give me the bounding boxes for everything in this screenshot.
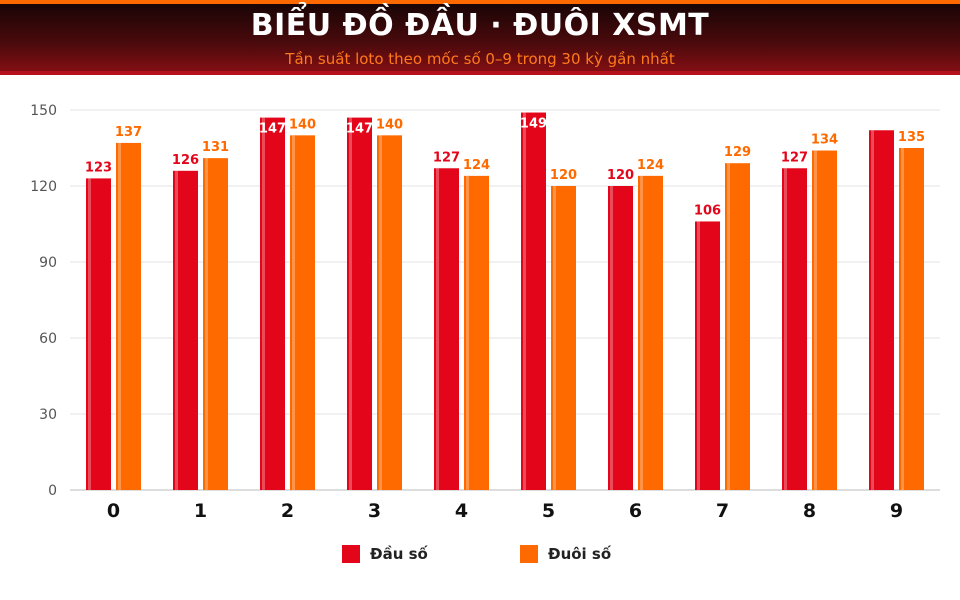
- x-tick-label: 4: [455, 500, 468, 522]
- bar-dau-8[interactable]: [782, 168, 807, 490]
- data-label: 135: [898, 130, 925, 145]
- data-label: 147: [346, 122, 373, 137]
- bar-highlight: [349, 117, 352, 490]
- data-label: 127: [433, 150, 460, 165]
- header-divider: [0, 71, 960, 75]
- bar-duoi-7[interactable]: [725, 163, 750, 490]
- data-label: 147: [259, 122, 286, 137]
- bar-highlight: [553, 186, 556, 490]
- x-tick-label: 8: [803, 500, 816, 522]
- legend: Đầu số Đuôi số: [0, 545, 960, 569]
- x-axis-ticks: 0 1 2 3 4 5 6 7 8 9: [107, 500, 903, 522]
- bar-highlight: [727, 163, 730, 490]
- bar-duoi-9[interactable]: [899, 148, 924, 490]
- bar-highlight: [88, 178, 91, 490]
- bar-duoi-1[interactable]: [203, 158, 228, 490]
- data-label: 124: [637, 158, 664, 173]
- bar-highlight: [640, 175, 643, 490]
- x-tick-label: 5: [542, 500, 555, 522]
- data-label: 131: [202, 140, 229, 155]
- x-tick-label: 6: [629, 500, 642, 522]
- x-tick-label: 7: [716, 500, 729, 522]
- bars: [86, 112, 924, 491]
- bar-duoi-5[interactable]: [551, 186, 576, 490]
- bar-highlight: [814, 150, 817, 491]
- x-tick-label: 1: [194, 500, 207, 522]
- bar-highlight: [292, 135, 295, 491]
- data-label: 106: [694, 203, 721, 218]
- bar-highlight: [784, 168, 787, 490]
- data-label: 123: [85, 160, 112, 175]
- x-tick-label: 9: [890, 500, 903, 522]
- bar-duoi-0[interactable]: [116, 142, 141, 490]
- legend-item-duoi[interactable]: Đuôi số: [520, 545, 611, 563]
- x-tick-label: 0: [107, 500, 120, 522]
- y-tick-label: 30: [39, 407, 57, 423]
- data-label: 137: [115, 125, 142, 140]
- legend-swatch-dau: [342, 545, 360, 563]
- bar-highlight: [901, 148, 904, 490]
- bar-dau-7[interactable]: [695, 221, 720, 490]
- data-label: 140: [376, 117, 403, 132]
- y-tick-label: 90: [39, 255, 57, 271]
- bar-highlight: [205, 158, 208, 490]
- chart-title: BIỂU ĐỒ ĐẦU · ĐUÔI XSMT: [250, 8, 710, 43]
- y-axis-ticks: 0 30 60 90 120 150: [30, 103, 57, 499]
- x-tick-label: 3: [368, 500, 381, 522]
- bar-dau-1[interactable]: [173, 170, 198, 491]
- chart-subtitle: Tần suất loto theo mốc số 0–9 trong 30 k…: [285, 50, 675, 68]
- data-label: 127: [781, 150, 808, 165]
- legend-label-duoi: Đuôi số: [548, 545, 612, 563]
- bar-highlight: [436, 168, 439, 490]
- bar-dau-2[interactable]: [260, 117, 285, 490]
- x-tick-label: 2: [281, 500, 294, 522]
- data-label: 126: [172, 153, 199, 168]
- y-tick-label: 60: [39, 331, 57, 347]
- data-label: 124: [463, 158, 490, 173]
- bar-highlight: [118, 142, 121, 490]
- bar-dau-6[interactable]: [608, 186, 633, 490]
- bar-duoi-3[interactable]: [377, 135, 402, 491]
- legend-item-dau[interactable]: Đầu số: [342, 545, 428, 563]
- bar-duoi-6[interactable]: [638, 175, 663, 490]
- bar-highlight: [466, 175, 469, 490]
- bar-highlight: [871, 130, 874, 490]
- bar-highlight: [697, 221, 700, 490]
- bar-dau-9[interactable]: [869, 130, 894, 490]
- data-label: 120: [607, 168, 634, 183]
- bar-dau-4[interactable]: [434, 168, 459, 490]
- chart-header: BIỂU ĐỒ ĐẦU · ĐUÔI XSMT Tần suất loto th…: [0, 0, 960, 75]
- bar-highlight: [379, 135, 382, 491]
- bar-duoi-2[interactable]: [290, 135, 315, 491]
- bar-highlight: [610, 186, 613, 490]
- bar-duoi-8[interactable]: [812, 150, 837, 491]
- bar-dau-5[interactable]: [521, 112, 546, 491]
- bar-dau-3[interactable]: [347, 117, 372, 490]
- data-label: 120: [550, 168, 577, 183]
- y-tick-label: 0: [48, 483, 57, 499]
- gridlines: [70, 109, 940, 491]
- y-tick-label: 120: [30, 179, 57, 195]
- bar-highlight: [262, 117, 265, 490]
- legend-label-dau: Đầu số: [370, 545, 428, 563]
- bar-duoi-4[interactable]: [464, 175, 489, 490]
- y-tick-label: 150: [30, 103, 57, 119]
- data-label: 149: [520, 117, 547, 132]
- data-label: 129: [724, 145, 751, 160]
- bar-highlight: [175, 170, 178, 491]
- data-label: 134: [811, 133, 838, 148]
- legend-swatch-duoi: [520, 545, 538, 563]
- bar-dau-0[interactable]: [86, 178, 111, 490]
- data-label: 140: [289, 117, 316, 132]
- bar-highlight: [523, 112, 526, 491]
